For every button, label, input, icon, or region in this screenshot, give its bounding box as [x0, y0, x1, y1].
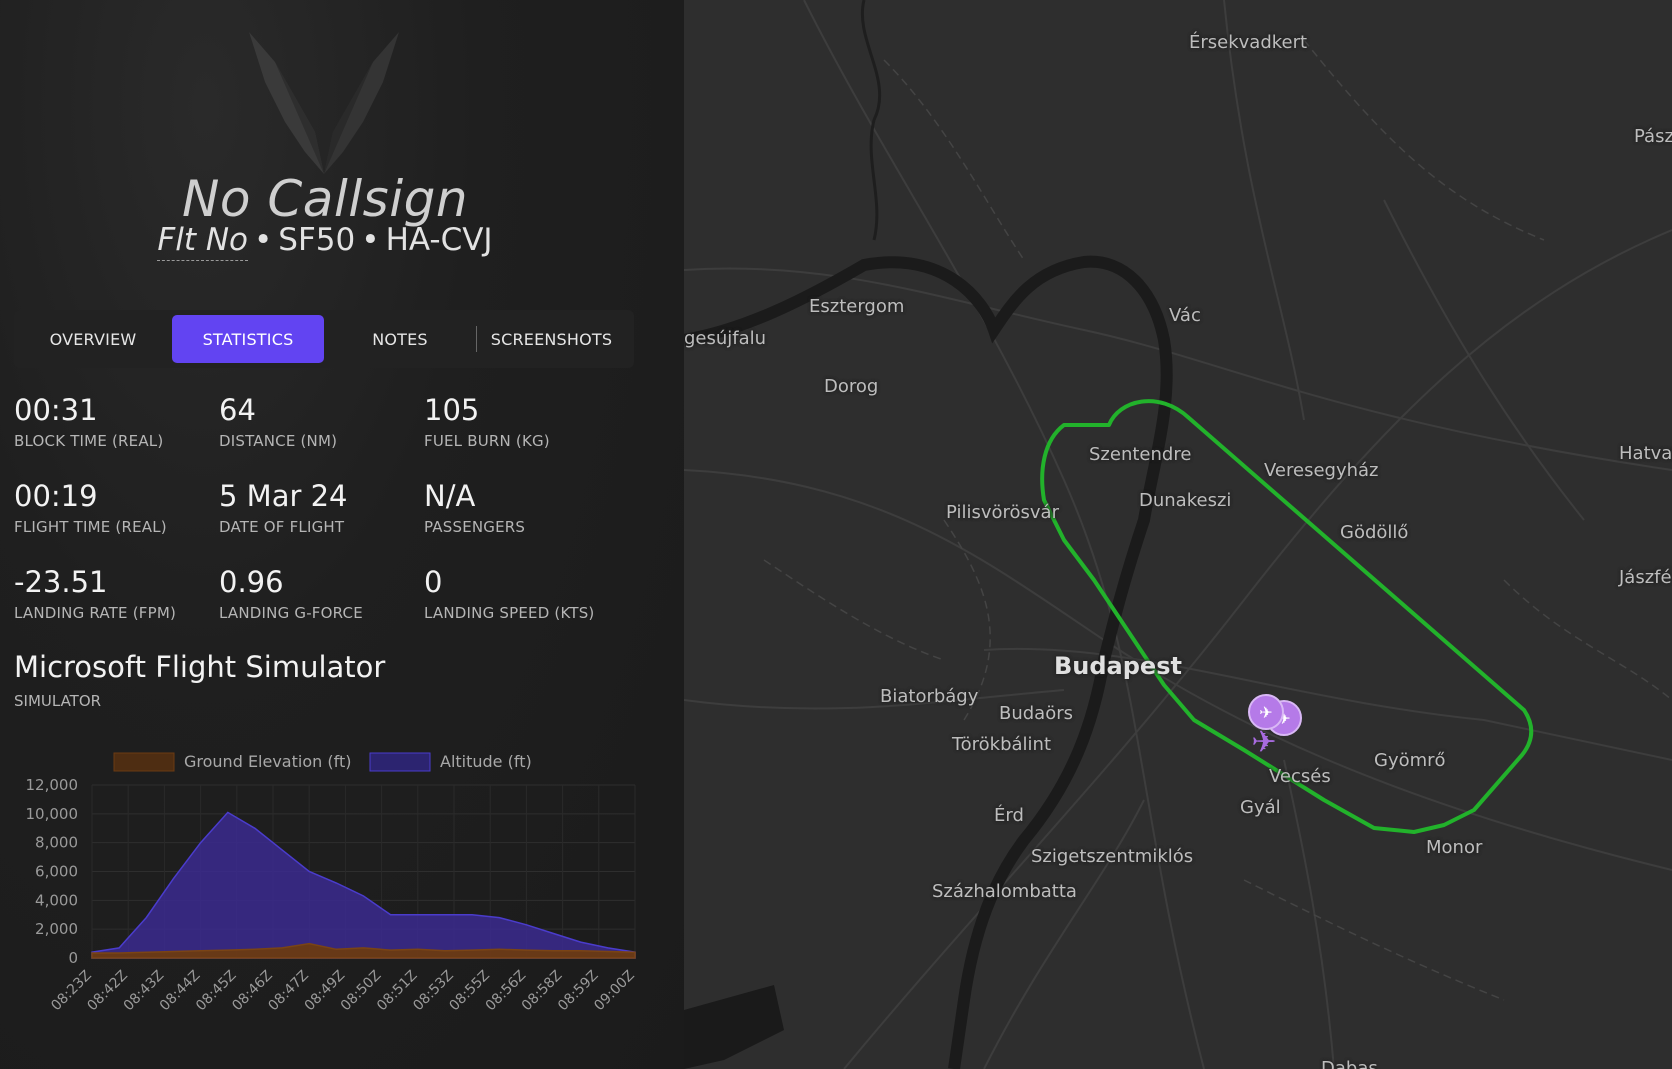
map-label: Szigetszentmiklós [1031, 846, 1194, 867]
y-tick-label: 10,000 [26, 805, 79, 823]
legend-swatch-ground [113, 752, 175, 772]
stat-value: 105 [424, 393, 480, 427]
map-label: Százhalombatta [932, 881, 1077, 902]
stat-value: 64 [219, 393, 256, 427]
map-label: Dorog [824, 376, 879, 397]
aircraft-icon: ✈ [1251, 725, 1276, 760]
y-tick-label: 8,000 [35, 834, 78, 852]
y-tick-label: 6,000 [35, 863, 78, 881]
y-tick-label: 0 [68, 949, 78, 967]
tab-notes[interactable]: NOTES [372, 329, 428, 349]
aircraft-type: SF50 [278, 222, 356, 258]
chart-series [91, 811, 636, 959]
chart-legend: Ground Elevation (ft) Altitude (ft) [113, 752, 532, 772]
separator: • [254, 222, 273, 258]
stat-value: 0 [424, 565, 443, 599]
stat-block-time: 00:31 BLOCK TIME (REAL) [14, 394, 163, 450]
stat-value: -23.51 [14, 565, 108, 599]
map-label: Biatorbágy [880, 686, 979, 707]
brand-logo [249, 32, 399, 174]
simulator-name: Microsoft Flight Simulator [14, 650, 386, 684]
stat-label: DATE OF FLIGHT [219, 518, 345, 536]
stat-date-of-flight: 5 Mar 24 DATE OF FLIGHT [219, 480, 348, 536]
legend-swatch-altitude [369, 752, 431, 772]
stat-label: LANDING SPEED (KTS) [424, 604, 595, 622]
y-tick-label: 4,000 [35, 891, 78, 909]
tab-statistics[interactable]: STATISTICS [172, 315, 324, 363]
stat-value: 00:19 [14, 479, 98, 513]
separator: • [361, 222, 380, 258]
stat-label: BLOCK TIME (REAL) [14, 432, 164, 450]
altitude-chart: Ground Elevation (ft) Altitude (ft) 12,0… [26, 752, 638, 1015]
map-label: Monor [1426, 837, 1483, 858]
map-label: Szentendre [1089, 444, 1192, 465]
map-label: Jászfé [1619, 567, 1672, 588]
stat-landing-speed: 0 LANDING SPEED (KTS) [424, 566, 594, 622]
map-label: Gyál [1240, 797, 1281, 818]
flight-route [1040, 399, 1534, 834]
map-label: Törökbálint [952, 734, 1052, 755]
stat-distance: 64 DISTANCE (NM) [219, 394, 337, 450]
map-label: Budaörs [999, 703, 1074, 724]
map-label: Veresegyház [1264, 460, 1379, 481]
airport-marker-departure: ✈ [1248, 694, 1284, 730]
simulator-label: SIMULATOR [14, 692, 102, 710]
map-label: gesújfalu [684, 328, 767, 349]
map-label: Vecsés [1269, 766, 1331, 787]
altitude-area [91, 811, 636, 959]
callsign-title: No Callsign [181, 170, 469, 228]
ground-elevation-area [91, 942, 636, 959]
map-label: Hatvan [1619, 443, 1672, 464]
stat-fuel-burn: 105 FUEL BURN (KG) [424, 394, 550, 450]
stat-flight-time: 00:19 FLIGHT TIME (REAL) [14, 480, 167, 536]
map-label: Érd [994, 805, 1024, 826]
y-axis: 12,000 10,000 8,000 6,000 4,000 2,000 0 [26, 776, 79, 967]
map-label: Érsekvadkert [1189, 32, 1308, 53]
tab-bar: OVERVIEW STATISTICS NOTES SCREENSHOTS [14, 310, 634, 368]
map-label: Gyömrő [1374, 750, 1446, 771]
stat-value: N/A [424, 479, 476, 513]
stat-value: 0.96 [219, 565, 284, 599]
registration: HA-CVJ [385, 222, 493, 258]
map-label: Gödöllő [1340, 522, 1409, 543]
svg-text:✈: ✈ [1251, 725, 1276, 760]
map-label: Dunakeszi [1139, 490, 1232, 511]
stat-label: FLIGHT TIME (REAL) [14, 518, 167, 536]
stat-value: 00:31 [14, 393, 98, 427]
x-axis: 08:23Z08:42Z08:43Z08:44Z08:45Z08:46Z08:4… [48, 968, 638, 1015]
flight-map[interactable]: ✈ ✈ ✈ Érsekvadkert Pász Esztergom gesújf… [684, 0, 1672, 1069]
stat-landing-rate: -23.51 LANDING RATE (FPM) [14, 566, 176, 622]
stat-passengers: N/A PASSENGERS [424, 480, 525, 536]
map-label: Pász [1634, 126, 1672, 147]
x-tick-label: 09:00Z [591, 968, 638, 1015]
stat-label: LANDING G-FORCE [219, 604, 363, 622]
flight-details-panel: No Callsign Flt No • SF50 • HA-CVJ OVERVIEW … [0, 0, 684, 1069]
stat-landing-g-force: 0.96 LANDING G-FORCE [219, 566, 363, 622]
svg-text:✈: ✈ [1259, 703, 1272, 722]
tab-screenshots[interactable]: SCREENSHOTS [476, 326, 626, 352]
stat-value: 5 Mar 24 [219, 479, 348, 513]
flight-number[interactable]: Flt No [157, 222, 248, 261]
stat-label: DISTANCE (NM) [219, 432, 338, 450]
legend-label-ground: Ground Elevation (ft) [184, 752, 351, 771]
stat-label: FUEL BURN (KG) [424, 432, 550, 450]
map-label: Pilisvörösvár [946, 502, 1059, 523]
map-label: Dabas [1321, 1058, 1378, 1069]
y-tick-label: 2,000 [35, 920, 78, 938]
y-tick-label: 12,000 [26, 776, 79, 794]
legend-label-altitude: Altitude (ft) [440, 752, 532, 771]
map-label: Esztergom [809, 296, 905, 317]
map-label: Vác [1169, 305, 1201, 326]
stat-label: PASSENGERS [424, 518, 526, 536]
flight-subtitle: Flt No • SF50 • HA-CVJ [0, 222, 650, 261]
map-label: Budapest [1054, 652, 1182, 680]
map-background: ✈ ✈ ✈ [684, 0, 1672, 1069]
stat-label: LANDING RATE (FPM) [14, 604, 177, 622]
tab-overview[interactable]: OVERVIEW [49, 329, 137, 349]
